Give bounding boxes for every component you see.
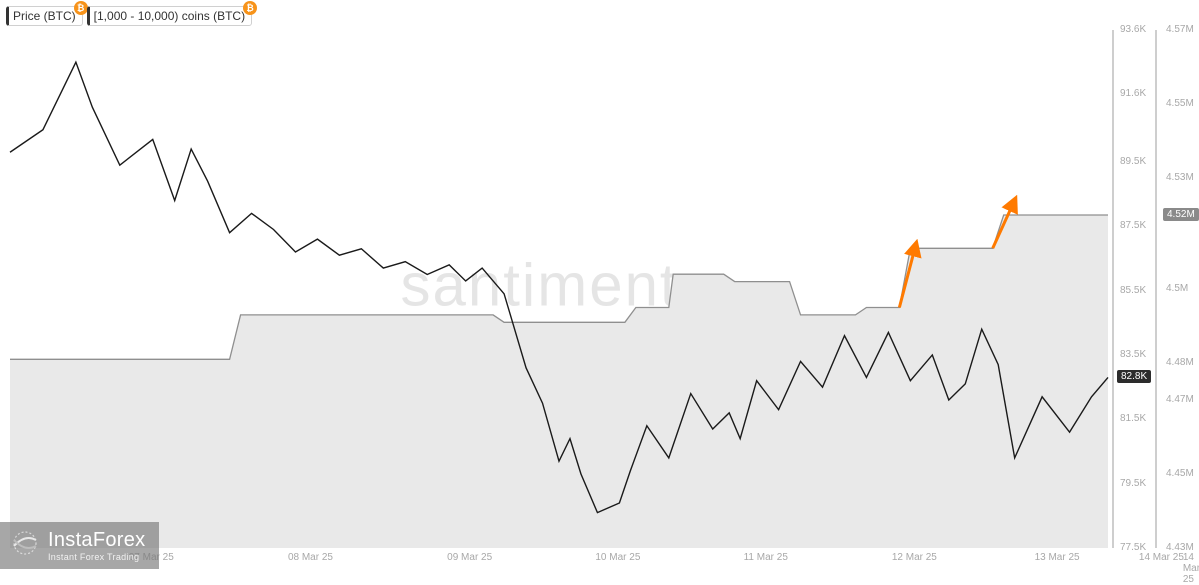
holdings-area <box>10 215 1108 548</box>
logo-sub: Instant Forex Trading <box>48 552 145 562</box>
logo-icon <box>10 528 40 563</box>
price-value-tag: 82.8K <box>1117 370 1151 383</box>
chart-canvas <box>0 0 1199 569</box>
logo-main: InstaForex <box>48 529 145 552</box>
btc-icon: ₿ <box>243 1 257 15</box>
chart-legend: Price (BTC) ₿ [1,000 - 10,000) coins (BT… <box>6 6 252 26</box>
btc-icon: ₿ <box>74 1 88 15</box>
legend-label: [1,000 - 10,000) coins (BTC) <box>94 9 245 23</box>
instaforex-logo: InstaForex Instant Forex Trading <box>0 522 159 569</box>
legend-item-holdings[interactable]: [1,000 - 10,000) coins (BTC) ₿ <box>87 6 252 26</box>
legend-label: Price (BTC) <box>13 9 76 23</box>
legend-item-price[interactable]: Price (BTC) ₿ <box>6 6 83 26</box>
holdings-value-tag: 4.52M <box>1163 208 1199 221</box>
